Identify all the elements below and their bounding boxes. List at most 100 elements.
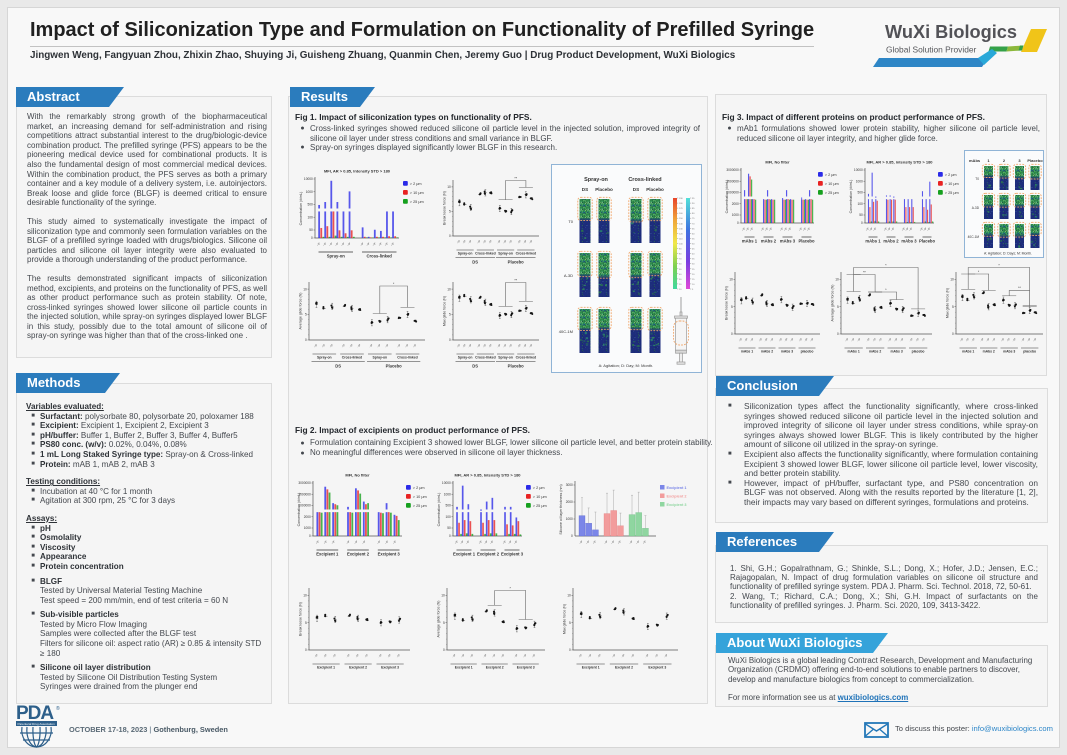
svg-text:10: 10: [692, 284, 695, 286]
svg-text:0: 0: [449, 534, 451, 538]
svg-text:MFI, No filter: MFI, No filter: [345, 473, 370, 478]
svg-text:130: 130: [679, 228, 683, 230]
svg-text:20: 20: [692, 274, 695, 276]
svg-text:5: 5: [305, 313, 307, 317]
svg-text:®: ®: [56, 705, 60, 712]
svg-text:−0°: −0°: [904, 226, 910, 232]
svg-text:−0°: −0°: [508, 239, 514, 245]
svg-text:DS: DS: [582, 187, 588, 192]
svg-text:−0°: −0°: [476, 343, 482, 349]
svg-text:1000000: 1000000: [726, 191, 739, 195]
svg-text:> 2 μm: > 2 μm: [410, 182, 422, 186]
svg-text:−0°: −0°: [964, 337, 970, 343]
svg-text:−0°: −0°: [368, 343, 374, 349]
svg-text:−0°: −0°: [779, 226, 785, 232]
svg-text:−0°: −0°: [331, 653, 337, 659]
svg-text:Global Solution Provider: Global Solution Provider: [886, 45, 977, 55]
svg-text:Excipient 2: Excipient 2: [615, 666, 633, 670]
svg-text:−0°: −0°: [363, 653, 369, 659]
svg-text:−0°: −0°: [316, 241, 322, 247]
svg-text:−0°: −0°: [330, 539, 336, 545]
svg-text:> 25 μm: > 25 μm: [945, 191, 959, 195]
svg-text:**: **: [514, 176, 517, 180]
svg-text:−0°: −0°: [384, 539, 390, 545]
svg-text:60: 60: [692, 233, 695, 235]
svg-text:−0°: −0°: [516, 239, 522, 245]
svg-text:−0°: −0°: [377, 653, 383, 659]
svg-text:65: 65: [692, 228, 695, 230]
svg-text:20: 20: [679, 284, 682, 286]
svg-text:Excipient 1: Excipient 1: [582, 666, 600, 670]
svg-text:−0°: −0°: [313, 653, 319, 659]
svg-text:−0°: −0°: [979, 337, 985, 343]
svg-text:mAbs 2: mAbs 2: [761, 239, 777, 244]
svg-text:Placebo: Placebo: [798, 239, 815, 244]
svg-text:1000000: 1000000: [298, 504, 311, 508]
svg-text:Break loose force (N): Break loose force (N): [725, 286, 729, 320]
svg-text:−0°: −0°: [644, 653, 650, 659]
svg-text:A-3D: A-3D: [972, 206, 980, 210]
svg-text:Excipient 3: Excipient 3: [667, 503, 687, 507]
svg-text:−0°: −0°: [985, 337, 991, 343]
svg-text:−0°: −0°: [908, 226, 914, 232]
svg-text:100: 100: [857, 202, 863, 206]
svg-text:−0°: −0°: [922, 226, 928, 232]
svg-text:30: 30: [692, 264, 695, 266]
svg-text:Placebo: Placebo: [595, 187, 613, 192]
svg-text:−0°: −0°: [635, 539, 641, 545]
svg-text:10: 10: [950, 278, 954, 282]
svg-text:5: 5: [449, 313, 451, 317]
svg-text:*: *: [885, 288, 887, 292]
svg-text:Concentration (#/mL): Concentration (#/mL): [299, 192, 303, 226]
svg-text:−0°: −0°: [496, 343, 502, 349]
svg-text:−0°: −0°: [359, 241, 365, 247]
svg-text:mAbs 3: mAbs 3: [780, 239, 796, 244]
svg-text:−0°: −0°: [630, 653, 636, 659]
svg-text:−0°: −0°: [741, 226, 747, 232]
svg-text:Parenteral Drug Association: Parenteral Drug Association: [18, 722, 56, 726]
svg-text:Max glide force (N): Max glide force (N): [563, 604, 567, 634]
svg-text:−0°: −0°: [345, 539, 351, 545]
svg-text:0: 0: [861, 221, 863, 225]
svg-text:−0°: −0°: [500, 653, 506, 659]
svg-text:Cross-linked: Cross-linked: [475, 356, 496, 360]
svg-text:−0°: −0°: [769, 337, 775, 343]
svg-text:−0°: −0°: [354, 653, 360, 659]
svg-text:−0°: −0°: [395, 653, 401, 659]
svg-text:Cross-linked: Cross-linked: [397, 356, 418, 360]
svg-text:Placebo: Placebo: [1027, 158, 1043, 163]
svg-text:−0°: −0°: [899, 337, 905, 343]
svg-text:−0°: −0°: [856, 337, 862, 343]
svg-text:DS: DS: [472, 260, 478, 265]
svg-text:−0°: −0°: [803, 337, 809, 343]
svg-text:−0°: −0°: [392, 539, 398, 545]
svg-text:−0°: −0°: [340, 343, 346, 349]
svg-text:50: 50: [692, 244, 695, 246]
svg-text:mAbs 2: mAbs 2: [869, 350, 881, 354]
svg-text:Cross-linked: Cross-linked: [516, 252, 537, 256]
svg-text:MFI, AR > 0.85, Intensity STD: MFI, AR > 0.85, Intensity STD > 180: [454, 473, 521, 478]
svg-text:10000: 10000: [304, 177, 313, 181]
svg-text:40: 40: [692, 254, 695, 256]
svg-text:*: *: [885, 263, 887, 267]
svg-text:Excipient 2: Excipient 2: [667, 494, 687, 498]
svg-text:100: 100: [307, 216, 313, 220]
svg-text:Excipient 1: Excipient 1: [455, 666, 473, 670]
svg-text:−0°: −0°: [616, 539, 622, 545]
svg-text:40C-1M: 40C-1M: [968, 235, 980, 239]
svg-text:−0°: −0°: [914, 337, 920, 343]
svg-text:−0°: −0°: [491, 653, 497, 659]
svg-text:Excipient 3: Excipient 3: [517, 666, 535, 670]
svg-text:mAbs 1: mAbs 1: [741, 350, 753, 354]
svg-text:45: 45: [692, 249, 695, 251]
svg-text:−0°: −0°: [749, 226, 755, 232]
svg-text:−0°: −0°: [844, 337, 850, 343]
svg-text:10: 10: [447, 185, 451, 189]
svg-text:0: 0: [952, 332, 954, 336]
svg-text:−0°: −0°: [1032, 337, 1038, 343]
svg-text:30: 30: [679, 279, 682, 281]
svg-text:55: 55: [692, 238, 695, 240]
svg-text:10: 10: [303, 594, 307, 598]
svg-text:−0°: −0°: [377, 241, 383, 247]
svg-text:−0°: −0°: [620, 653, 626, 659]
